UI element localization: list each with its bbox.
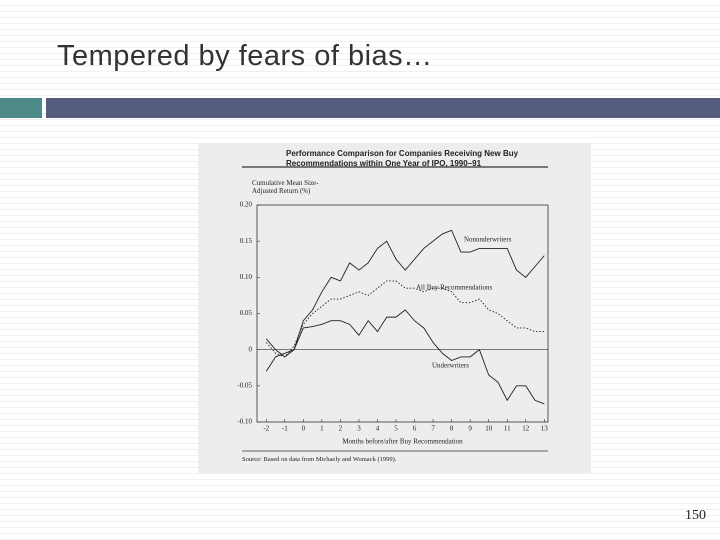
- chart: 0.200.150.100.050-0.05-0.10-2 -1 0 1 2 3 4 5 6 7 8…: [237, 166, 549, 452]
- y-axis-label: Cumulative Mean Size-Adjusted Return (%): [252, 179, 319, 195]
- x-tick-label: 3: [357, 425, 361, 433]
- series-line: [265, 309, 545, 405]
- chart-title: Performance Comparison for Companies Rec…: [286, 149, 519, 168]
- x-tick-label: 5: [394, 425, 398, 433]
- y-tick-label: 0.05: [240, 309, 253, 317]
- x-tick-label: 8: [450, 425, 454, 433]
- x-tick-label: 6: [413, 425, 417, 433]
- y-tick-label: 0: [249, 345, 253, 353]
- source-note: Source: Based on data from Michaely and …: [242, 456, 397, 463]
- x-tick-label: 13: [541, 425, 549, 433]
- x-tick-label: 7: [431, 425, 435, 433]
- x-tick-label: 12: [522, 425, 530, 433]
- series-label: Nonunderwriters: [464, 236, 512, 244]
- y-tick-label: 0.10: [240, 273, 253, 281]
- y-tick-label: 0.20: [240, 201, 253, 209]
- x-tick-label: 11: [504, 425, 511, 433]
- x-tick-label: 10: [485, 425, 493, 433]
- x-tick-label: 4: [376, 425, 380, 433]
- y-tick-label: 0.15: [240, 237, 253, 245]
- x-axis-label: Months before/after Buy Recommendation: [342, 438, 463, 446]
- page-number: 150: [685, 508, 706, 523]
- series-label: Underwriters: [432, 362, 469, 370]
- slide-title: Tempered by fears of bias…: [57, 40, 433, 72]
- y-tick-label: -0.10: [237, 418, 252, 426]
- chart-image: 0.20 0.15 0.10 0.05 0 -0.05 -0.10 -2 -1 0 1 2 3 4 5 6 7 8…: [198, 143, 591, 473]
- header-bar: [46, 98, 720, 118]
- series-label: All Buy Recommendations: [416, 284, 492, 292]
- x-tick-label: 9: [468, 425, 472, 433]
- accent-bar: [0, 98, 42, 118]
- y-tick-label: -0.05: [237, 381, 252, 389]
- x-tick-label: -1: [282, 425, 288, 433]
- series-line: [265, 280, 545, 358]
- x-tick-label: 2: [339, 425, 343, 433]
- series-line: [265, 229, 545, 372]
- x-tick-label: 0: [302, 425, 306, 433]
- x-tick-label: -2: [263, 425, 269, 433]
- x-tick-label: 1: [320, 425, 324, 433]
